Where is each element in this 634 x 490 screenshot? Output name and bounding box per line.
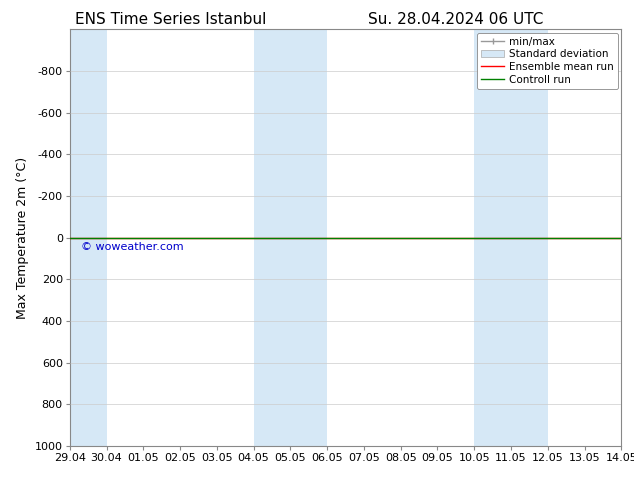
Bar [474, 29, 548, 446]
Text: © woweather.com: © woweather.com [81, 242, 183, 252]
Legend: min/max, Standard deviation, Ensemble mean run, Controll run: min/max, Standard deviation, Ensemble me… [477, 32, 618, 89]
Bar [254, 29, 327, 446]
Y-axis label: Max Temperature 2m (°C): Max Temperature 2m (°C) [16, 157, 29, 318]
Text: ENS Time Series Istanbul: ENS Time Series Istanbul [75, 12, 266, 27]
Bar [70, 29, 107, 446]
Text: Su. 28.04.2024 06 UTC: Su. 28.04.2024 06 UTC [368, 12, 543, 27]
